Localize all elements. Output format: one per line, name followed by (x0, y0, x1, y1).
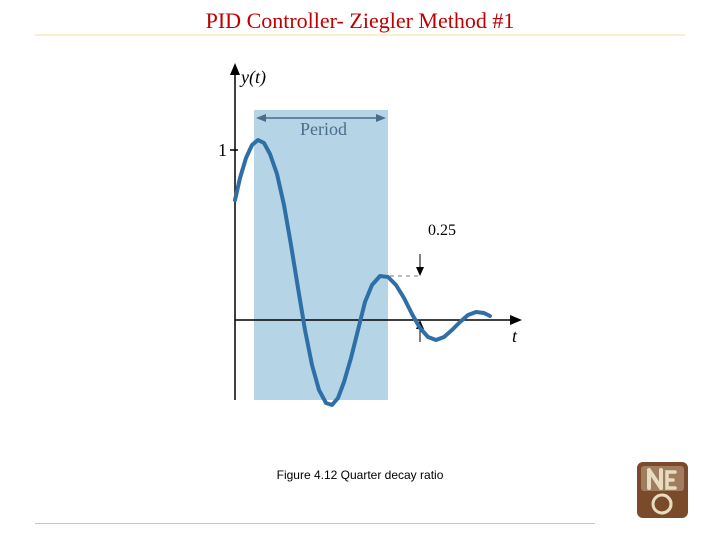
y-tick-label: 1 (218, 140, 227, 160)
footer-divider (35, 523, 595, 524)
chart-svg: 1 y(t) t Period 0.25 (180, 60, 540, 440)
title-underline (35, 34, 685, 36)
amplitude-label: 0.25 (428, 222, 456, 239)
university-logo-icon (635, 460, 690, 520)
period-label: Period (300, 119, 347, 139)
y-axis-arrow-icon (230, 63, 240, 75)
slide: PID Controller- Ziegler Method #1 1 y(t) t… (0, 0, 720, 540)
x-axis-label: t (512, 326, 518, 346)
x-axis-arrow-icon (510, 315, 522, 325)
slide-title: PID Controller- Ziegler Method #1 (0, 8, 720, 34)
period-band (254, 110, 388, 400)
y-axis-label: y(t) (239, 67, 266, 88)
figure-caption: Figure 4.12 Quarter decay ratio (0, 468, 720, 482)
quarter-decay-chart: 1 y(t) t Period 0.25 (180, 60, 540, 440)
amplitude-arrow-top-icon (416, 267, 424, 276)
